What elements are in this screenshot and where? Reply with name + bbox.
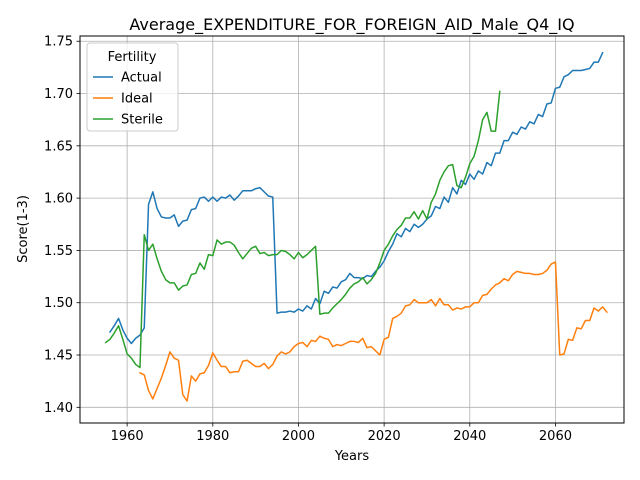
legend-label-actual: Actual [121, 71, 162, 86]
y-tick-label: 1.65 [44, 139, 73, 154]
x-tick-label: 2020 [368, 429, 401, 444]
y-axis-title: Score(1-3) [16, 195, 31, 263]
legend-entries: Actual Ideal Sterile [93, 71, 163, 128]
x-tick-label: 2000 [282, 429, 315, 444]
y-tick-label: 1.50 [44, 296, 73, 311]
legend-label-ideal: Ideal [121, 92, 153, 107]
series-line-sterile [104, 90, 501, 369]
y-tick-label: 1.75 [44, 35, 73, 50]
x-tick-label: 1980 [196, 429, 229, 444]
y-tick-label: 1.70 [44, 87, 73, 102]
chart-title: Average_EXPENDITURE_FOR_FOREIGN_AID_Male… [129, 15, 574, 35]
legend-box [86, 42, 179, 132]
y-tick-label: 1.40 [44, 401, 73, 416]
y-tick-label: 1.60 [44, 192, 73, 207]
x-tick-label: 1960 [111, 429, 144, 444]
x-axis-title: Years [334, 449, 370, 464]
x-tick-label: 2060 [539, 429, 572, 444]
y-tick-label: 1.55 [44, 244, 73, 259]
axis-ticks: 1960 1980 2000 2020 2040 2060 1.40 1.45 1.50 1.55… [44, 35, 572, 444]
series-line-actual [108, 51, 604, 345]
x-tick-label: 2040 [453, 429, 486, 444]
series-line-ideal [138, 261, 608, 402]
series-lines [104, 51, 608, 402]
plot-frame [79, 35, 625, 424]
legend-label-sterile: Sterile [121, 113, 163, 128]
legend-title: Fertility [108, 50, 157, 65]
y-tick-label: 1.45 [44, 349, 73, 364]
legend: Fertility Actual Ideal Sterile [86, 42, 179, 132]
